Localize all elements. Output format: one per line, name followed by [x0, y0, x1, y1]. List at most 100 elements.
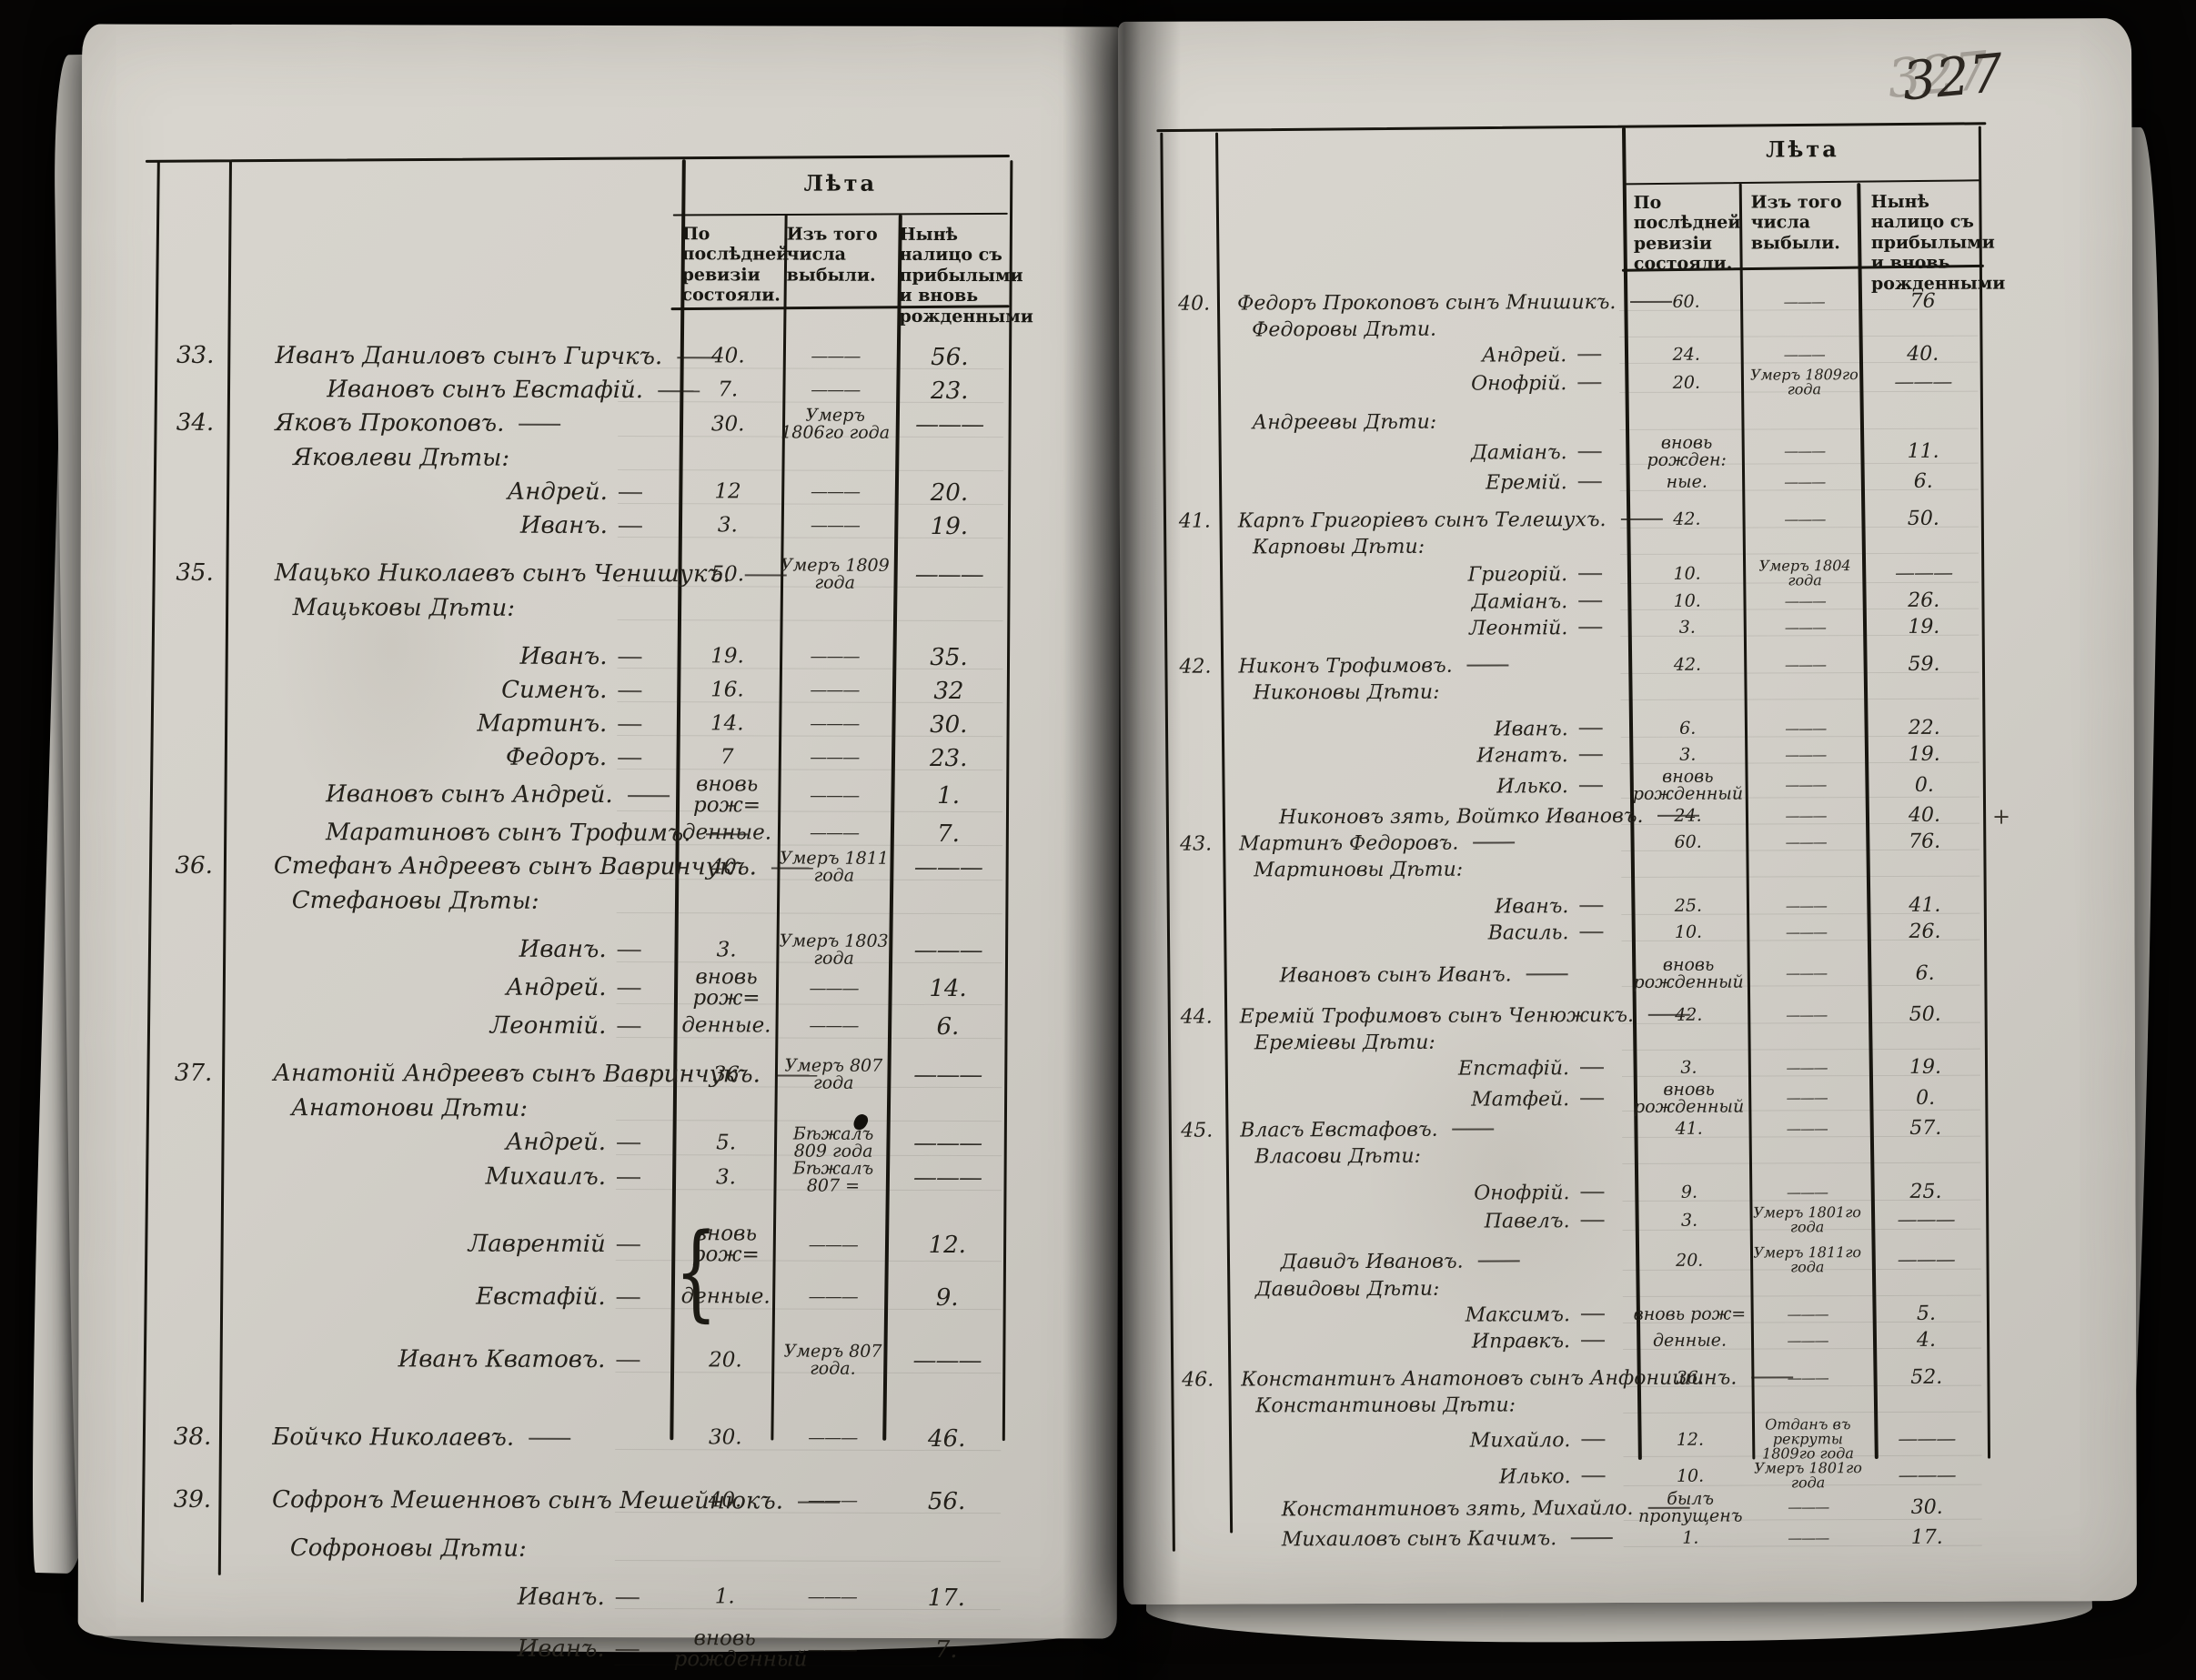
- record-row: Давидовы Дѣти:: [1123, 1274, 1985, 1303]
- departed-note: ———: [809, 822, 860, 843]
- departed-note: ———: [1784, 655, 1826, 673]
- record-row: Ивановъ сынъ Андрей. вновь рож= ——— 1.: [80, 772, 1006, 818]
- record-row: 41. Карпъ Григоріевъ сынъ Телешухъ. 42. ———…: [1120, 506, 1982, 535]
- age-now-present: 26.: [1909, 920, 1941, 943]
- age-last-revision: 60.: [1674, 831, 1702, 852]
- departed-note: ———: [1783, 345, 1825, 363]
- age-now-present: 14.: [929, 974, 967, 1003]
- age-last-revision: 40.: [711, 344, 745, 368]
- left-page-records: 33. Иванъ Даниловъ сынъ Гирчкъ. 40. ——— 56. И…: [78, 338, 1008, 1672]
- record-row: Константиновы Дѣти:: [1123, 1391, 1985, 1420]
- departed-note: ———: [808, 1286, 858, 1307]
- person-name: Яковлеви Дѣты:: [293, 443, 510, 472]
- person-name: Ивановъ сынъ Иванъ.: [1224, 962, 1631, 987]
- record-row: Еремій. ные. ——— 6.: [1120, 468, 1982, 498]
- age-now-present: 6.: [1913, 469, 1933, 493]
- record-row: Епстафій. 3. ——— 19.: [1122, 1054, 1984, 1083]
- name-leader-dash: [1578, 784, 1603, 787]
- age-now-present: 23.: [931, 377, 969, 405]
- record-row: Михаиловъ сынъ Качимъ. 1. ——— 17.: [1123, 1524, 1986, 1554]
- person-name: Стефановы Дѣты:: [291, 886, 539, 915]
- name-leader-dash: [1578, 572, 1603, 575]
- person-name: Иванъ.: [222, 1635, 674, 1663]
- age-last-revision: вновь рож=: [693, 772, 761, 818]
- person-name: Григорій.: [1222, 562, 1629, 587]
- record-row: 44. Еремій Трофимовъ сынъ Ченюжикъ. 42. ———…: [1122, 1001, 1984, 1031]
- name-leader-dash: [1578, 754, 1603, 757]
- departed-note: Умеръ 1811го года: [1753, 1243, 1862, 1276]
- age-last-revision: 36: [712, 1061, 740, 1086]
- age-now-present: 17.: [1910, 1525, 1943, 1549]
- record-row: Маратиновъ сынъ Трофимъ. денные. ——— 7.: [80, 815, 1006, 851]
- person-name: Маратиновъ сынъ Трофимъ.: [224, 818, 748, 847]
- name-leader-dash: [1577, 354, 1602, 357]
- age-now-present: 5.: [1916, 1302, 1936, 1325]
- age-now-present: 40.: [1908, 803, 1941, 827]
- departed-note: ———: [810, 747, 860, 768]
- record-row: Василь. 10. ——— 26.: [1121, 919, 1983, 948]
- record-row: Карповы Дѣти:: [1120, 532, 1982, 561]
- age-now-present: 41.: [1909, 893, 1941, 917]
- table-rule: [1156, 122, 1987, 133]
- departed-note: ———: [811, 346, 861, 367]
- age-now-present: 20.: [930, 478, 969, 507]
- person-name: Константиновы Дѣти:: [1255, 1393, 1516, 1418]
- age-last-revision: 60.: [1672, 291, 1700, 312]
- record-row: Даміанъ. вновь рожден: ——— 11.: [1120, 433, 1982, 471]
- name-leader-dash: [1581, 1474, 1606, 1477]
- age-last-revision: 24.: [1672, 344, 1700, 365]
- age-last-revision: 42.: [1673, 508, 1701, 529]
- record-row: Мартинъ. 14. ——— 30.: [80, 706, 1006, 742]
- departed-note: ———: [1788, 1498, 1829, 1516]
- person-name: Яковъ Прокоповъ.: [225, 409, 677, 438]
- age-now-present: 0.: [1914, 773, 1934, 797]
- person-name: Леонтій.: [1222, 617, 1629, 641]
- age-now-present: 4.: [1916, 1328, 1937, 1352]
- record-row: Яковлеви Дѣты:: [81, 440, 1007, 477]
- record-row: Илько. вновь рожденный ——— 0.: [1121, 767, 1983, 805]
- person-name: Андреевы Дѣти:: [1252, 410, 1437, 435]
- person-name: Константиновъ зять, Михайло.: [1225, 1496, 1690, 1521]
- age-now-present: 19.: [930, 512, 969, 540]
- departed-note: ———: [1784, 509, 1826, 528]
- departed-note: ———: [807, 1639, 857, 1660]
- person-name: Иванъ.: [1223, 895, 1630, 920]
- age-last-revision: 14.: [710, 711, 744, 736]
- name-leader-dash: [618, 525, 642, 528]
- name-leader-dash: [1466, 664, 1509, 667]
- record-row: Андрей. вновь рож= ——— 14.: [79, 965, 1005, 1011]
- departed-note: Умеръ 1801го года: [1753, 1203, 1861, 1236]
- age-now-present: ———: [1894, 370, 1952, 394]
- name-leader-dash: [1477, 1259, 1520, 1263]
- age-last-revision: вновь рожденный: [673, 1626, 808, 1672]
- record-row: Константиновъ зять, Михайло. былъ пропуще…: [1123, 1489, 1986, 1527]
- age-last-revision: 9.: [1680, 1182, 1698, 1202]
- row-number: 33.: [176, 341, 215, 369]
- age-last-revision: вновь рож=: [692, 965, 761, 1011]
- age-last-revision: 16.: [710, 678, 744, 702]
- age-now-present: 57.: [1909, 1116, 1942, 1140]
- age-now-present: 52.: [1910, 1365, 1943, 1389]
- person-name: Давидъ Ивановъ.: [1224, 1249, 1632, 1273]
- person-name: Федоровы Дѣти.: [1252, 317, 1437, 342]
- departed-note: ———: [1783, 292, 1825, 310]
- person-name: Леонтій.: [223, 1011, 675, 1040]
- person-name: Андрей.: [224, 973, 676, 1001]
- age-now-present: 26.: [1908, 589, 1940, 612]
- row-number: 35.: [176, 558, 214, 587]
- departed-note: ———: [809, 1015, 859, 1036]
- age-last-revision: 19.: [710, 644, 744, 669]
- person-name: Еремій Трофимовъ сынъ Ченюжикъ.: [1224, 1004, 1690, 1029]
- row-number: 45.: [1181, 1119, 1214, 1142]
- person-name: Иправкъ.: [1224, 1330, 1632, 1354]
- name-leader-dash: [617, 950, 641, 952]
- person-name: Власъ Евстафовъ.: [1224, 1118, 1631, 1142]
- record-row: 34. Яковъ Прокоповъ. 30. Умеръ 1806го года —…: [81, 406, 1007, 443]
- departed-note: ———: [808, 1490, 858, 1511]
- age-last-revision: 10.: [1674, 921, 1703, 942]
- record-row: 39. Софронъ Мешенновъ сынъ Мешейнюкъ. 40. —…: [78, 1483, 1004, 1519]
- record-row: Иванъ. 3. Умеръ 1803 года ———: [80, 931, 1006, 969]
- age-now-present: 19.: [1909, 1055, 1942, 1079]
- name-leader-dash: [1579, 1067, 1604, 1070]
- record-row: 40. Федоръ Прокоповъ сынъ Мнишикъ. 60. ——— 7…: [1119, 288, 1981, 317]
